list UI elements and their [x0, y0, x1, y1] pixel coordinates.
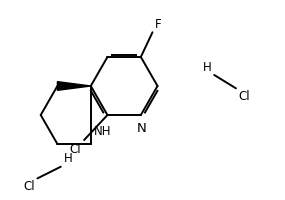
Text: H: H	[64, 152, 72, 165]
Text: N: N	[137, 122, 146, 135]
Polygon shape	[57, 82, 91, 90]
Text: F: F	[155, 18, 162, 31]
Text: Cl: Cl	[238, 90, 250, 103]
Text: H: H	[203, 61, 211, 74]
Text: NH: NH	[93, 125, 111, 138]
Text: Cl: Cl	[24, 180, 35, 193]
Text: Cl: Cl	[70, 143, 82, 156]
